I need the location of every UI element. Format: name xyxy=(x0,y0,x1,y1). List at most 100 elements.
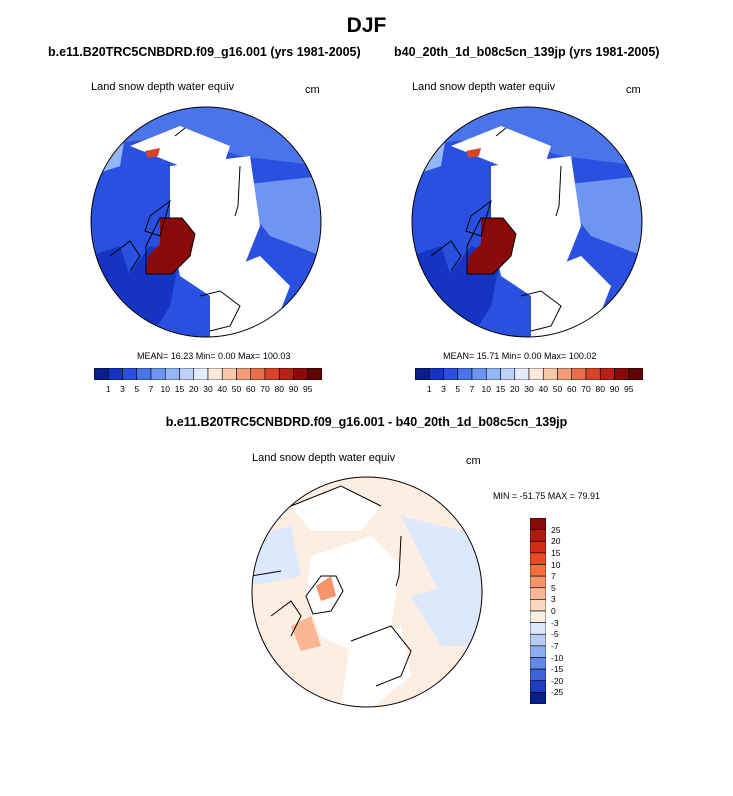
panel-1-colorbar-box xyxy=(136,368,152,380)
panel-2-colorbar-box xyxy=(485,368,501,380)
panel-1-colorbar-tick-label: 3 xyxy=(120,384,125,394)
diff-colorbar-box xyxy=(530,657,546,670)
panel-2-stats: MEAN= 15.71 Min= 0.00 Max= 100.02 xyxy=(443,351,597,361)
diff-colorbar-box xyxy=(530,518,546,530)
panel-2-colorbar-labels: 1 3 5 7 10 15 20 30 40 50 60 70 80 90 95 xyxy=(415,384,643,396)
panel-1-colorbar-box xyxy=(221,368,237,380)
diff-colorbar xyxy=(530,518,546,704)
diff-units-label: cm xyxy=(466,455,481,467)
panel-1-colorbar-labels: 1 3 5 7 10 15 20 30 40 50 60 70 80 90 95 xyxy=(94,384,322,396)
panel-1-stats: MEAN= 16.23 Min= 0.00 Max= 100.03 xyxy=(137,351,291,361)
diff-colorbar-tick-label: -3 xyxy=(551,617,559,628)
diff-colorbar-tick-label: -25 xyxy=(551,687,564,698)
diff-colorbar-box xyxy=(530,610,546,623)
diff-colorbar-tick-label: -15 xyxy=(551,664,564,675)
panel-1-colorbar-box xyxy=(107,368,123,380)
panel-1-colorbar-tick-label: 30 xyxy=(203,384,213,394)
panel-2-colorbar-box xyxy=(585,368,601,380)
panel-1-colorbar-box xyxy=(264,368,280,380)
panel-2-colorbar-box xyxy=(443,368,459,380)
diff-colorbar-tick-label: 3 xyxy=(551,594,556,605)
panel-2-colorbar-tick-label: 60 xyxy=(567,384,577,394)
panel-1-colorbar-tick-label: 1 xyxy=(105,384,111,394)
diff-variable-label: Land snow depth water equiv xyxy=(252,452,396,464)
diff-colorbar-tick-label: -10 xyxy=(551,652,564,663)
panel-1-colorbar-tick-label: 10 xyxy=(160,384,170,394)
panel-2-colorbar-tick-label: 30 xyxy=(524,384,534,394)
panel-1-colorbar-tick-label: 80 xyxy=(274,384,284,394)
diff-colorbar-box xyxy=(530,692,546,704)
panel-2-colorbar-box xyxy=(557,368,573,380)
panel-1-colorbar-box xyxy=(278,368,294,380)
main-title: DJF xyxy=(346,14,387,37)
diff-colorbar-box xyxy=(530,540,546,554)
diff-colorbar-tick-label: -5 xyxy=(551,629,559,640)
panel-2-colorbar-tick-label: 5 xyxy=(455,384,461,394)
panel-1-colorbar-tick-label: 15 xyxy=(174,384,185,394)
panel-1-colorbar-box xyxy=(150,368,166,380)
panel-2-colorbar-box xyxy=(542,368,558,380)
panel-2-colorbar-tick-label: 50 xyxy=(552,384,563,394)
panel-1-colorbar-box xyxy=(207,368,223,380)
panel-2-colorbar-tick-label: 1 xyxy=(426,384,432,394)
panel-2-colorbar-tick-label: 90 xyxy=(609,384,620,394)
panel-2-units-label: cm xyxy=(626,84,641,96)
panel-2-colorbar-box xyxy=(514,368,530,380)
panel-2-colorbar-tick-label: 10 xyxy=(481,384,491,394)
diff-colorbar-tick-label: 5 xyxy=(551,582,556,593)
panel-2-map xyxy=(411,106,643,338)
panel-1-colorbar-box xyxy=(293,368,309,380)
panel-2-variable-label: Land snow depth water equiv xyxy=(412,81,556,93)
panel-2-colorbar-tick-label: 80 xyxy=(595,384,605,394)
panel-1-case-title: b.e11.B20TRC5CNBDRD.f09_g16.001 (yrs 198… xyxy=(48,45,361,59)
panel-1-colorbar-tick-label: 70 xyxy=(260,384,270,394)
panel-1-colorbar-box xyxy=(250,368,266,380)
panel-1-colorbar-box xyxy=(164,368,180,380)
diff-stats: MIN = -51.75 MAX = 79.91 xyxy=(493,491,601,501)
panel-1-units-label: cm xyxy=(305,84,320,96)
panel-2-colorbar-box xyxy=(500,368,516,380)
diff-colorbar-box xyxy=(530,552,546,565)
panel-1-colorbar-box xyxy=(193,368,209,380)
panel-2-colorbar-box xyxy=(571,368,587,380)
panel-2-colorbar-tick-label: 7 xyxy=(469,384,475,394)
diff-colorbar-tick-label: 20 xyxy=(551,536,561,547)
diff-colorbar-tick-label: -7 xyxy=(551,640,559,651)
panel-1-colorbar-tick-label: 90 xyxy=(288,384,299,394)
diff-colorbar-box xyxy=(530,668,546,682)
panel-2-colorbar-tick-label: 95 xyxy=(624,384,634,394)
panel-2-colorbar-tick-label: 70 xyxy=(581,384,591,394)
diff-colorbar-tick-label: 25 xyxy=(551,524,561,535)
panel-1-colorbar-box xyxy=(94,368,109,380)
diff-colorbar-tick-label: 0 xyxy=(551,606,556,616)
panel-1-colorbar-tick-label: 5 xyxy=(134,384,140,394)
diff-colorbar-labels: 25 20 15 10 7 5 3 0 -3 -5 -7 -10 -15 -20 -25 xyxy=(551,518,591,704)
panel-1-colorbar-box xyxy=(236,368,252,380)
panel-1-colorbar-box xyxy=(307,368,322,380)
diff-colorbar-tick-label: 15 xyxy=(551,547,561,558)
panel-2-colorbar-box xyxy=(471,368,487,380)
panel-2-colorbar-tick-label: 40 xyxy=(538,384,548,394)
panel-1-colorbar-tick-label: 50 xyxy=(231,384,242,394)
panel-2-colorbar-box xyxy=(614,368,630,380)
panel-2-colorbar-tick-label: 15 xyxy=(495,384,506,394)
panel-2-colorbar-box xyxy=(428,368,444,380)
diff-colorbar-tick-label: 10 xyxy=(551,559,561,570)
panel-2-colorbar-tick-label: 3 xyxy=(441,384,446,394)
diff-colorbar-box xyxy=(530,575,546,589)
panel-2-colorbar-tick-label: 20 xyxy=(510,384,520,394)
panel-1-colorbar-tick-label: 7 xyxy=(148,384,154,394)
diff-title: b.e11.B20TRC5CNBDRD.f09_g16.001 - b40_20… xyxy=(165,415,568,429)
panel-1-colorbar-tick-label: 95 xyxy=(303,384,313,394)
panel-1-colorbar-tick-label: 60 xyxy=(246,384,256,394)
diff-colorbar-box xyxy=(530,645,546,658)
panel-2-colorbar xyxy=(415,368,643,380)
panel-2-colorbar-box xyxy=(628,368,643,380)
panel-2-colorbar-box xyxy=(599,368,615,380)
panel-1-map xyxy=(90,106,322,338)
diff-colorbar-box xyxy=(530,680,546,693)
panel-2-colorbar-box xyxy=(457,368,473,380)
diff-colorbar-box xyxy=(530,633,546,647)
panel-1-colorbar-box xyxy=(122,368,138,380)
panel-1-colorbar xyxy=(94,368,322,380)
